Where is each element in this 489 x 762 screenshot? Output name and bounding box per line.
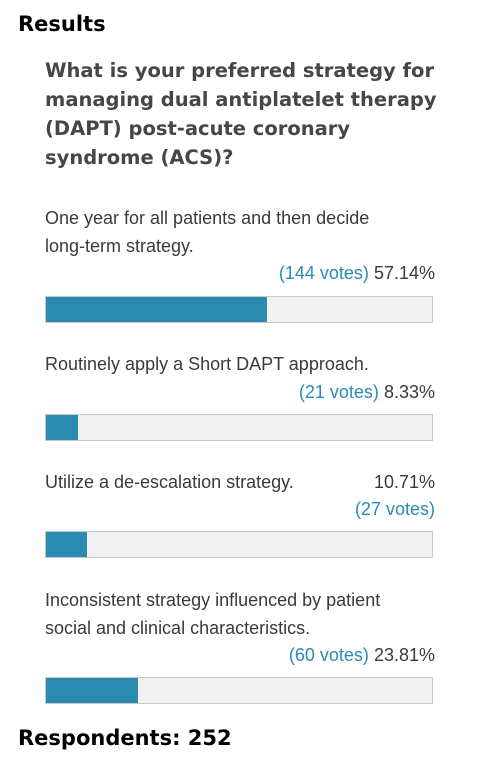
option-result: (60 votes) 23.81% xyxy=(289,641,435,669)
result-bar xyxy=(45,677,433,704)
result-bar-fill xyxy=(46,532,88,557)
respondents-count: Respondents: 252 xyxy=(18,726,232,750)
option-label-line: Utilize a de-escalation strategy. xyxy=(45,472,294,492)
vote-percent: 57.14% xyxy=(373,263,435,283)
result-bar xyxy=(45,296,433,323)
result-bar-fill xyxy=(46,297,267,322)
poll-question: What is your preferred strategy for mana… xyxy=(45,59,437,169)
result-bar-fill xyxy=(46,415,79,440)
option-result: (21 votes) 8.33% xyxy=(299,378,435,406)
vote-count: (144 votes) xyxy=(278,263,369,283)
vote-percent: 10.71% xyxy=(373,472,435,492)
vote-percent: 23.81% xyxy=(373,645,435,665)
results-heading: Results xyxy=(18,12,106,36)
vote-count: (60 votes) xyxy=(288,645,369,665)
option-result: (144 votes) 57.14% xyxy=(279,259,435,287)
option-label-line: social and clinical characteristics. xyxy=(45,618,311,638)
result-bar-fill xyxy=(46,678,138,703)
option-label-line: long-term strategy. xyxy=(45,236,194,256)
option-label-line: One year for all patients and then decid… xyxy=(45,208,370,228)
poll-results-panel xyxy=(28,42,468,708)
vote-count: (21 votes) xyxy=(298,382,379,402)
option-label-line: Routinely apply a Short DAPT approach. xyxy=(45,354,369,374)
option-label-line: Inconsistent strategy influenced by pati… xyxy=(45,590,381,610)
vote-count: (27 votes) xyxy=(354,499,435,519)
result-bar xyxy=(45,414,433,441)
result-bar xyxy=(45,531,433,558)
vote-percent: 8.33% xyxy=(383,382,435,402)
